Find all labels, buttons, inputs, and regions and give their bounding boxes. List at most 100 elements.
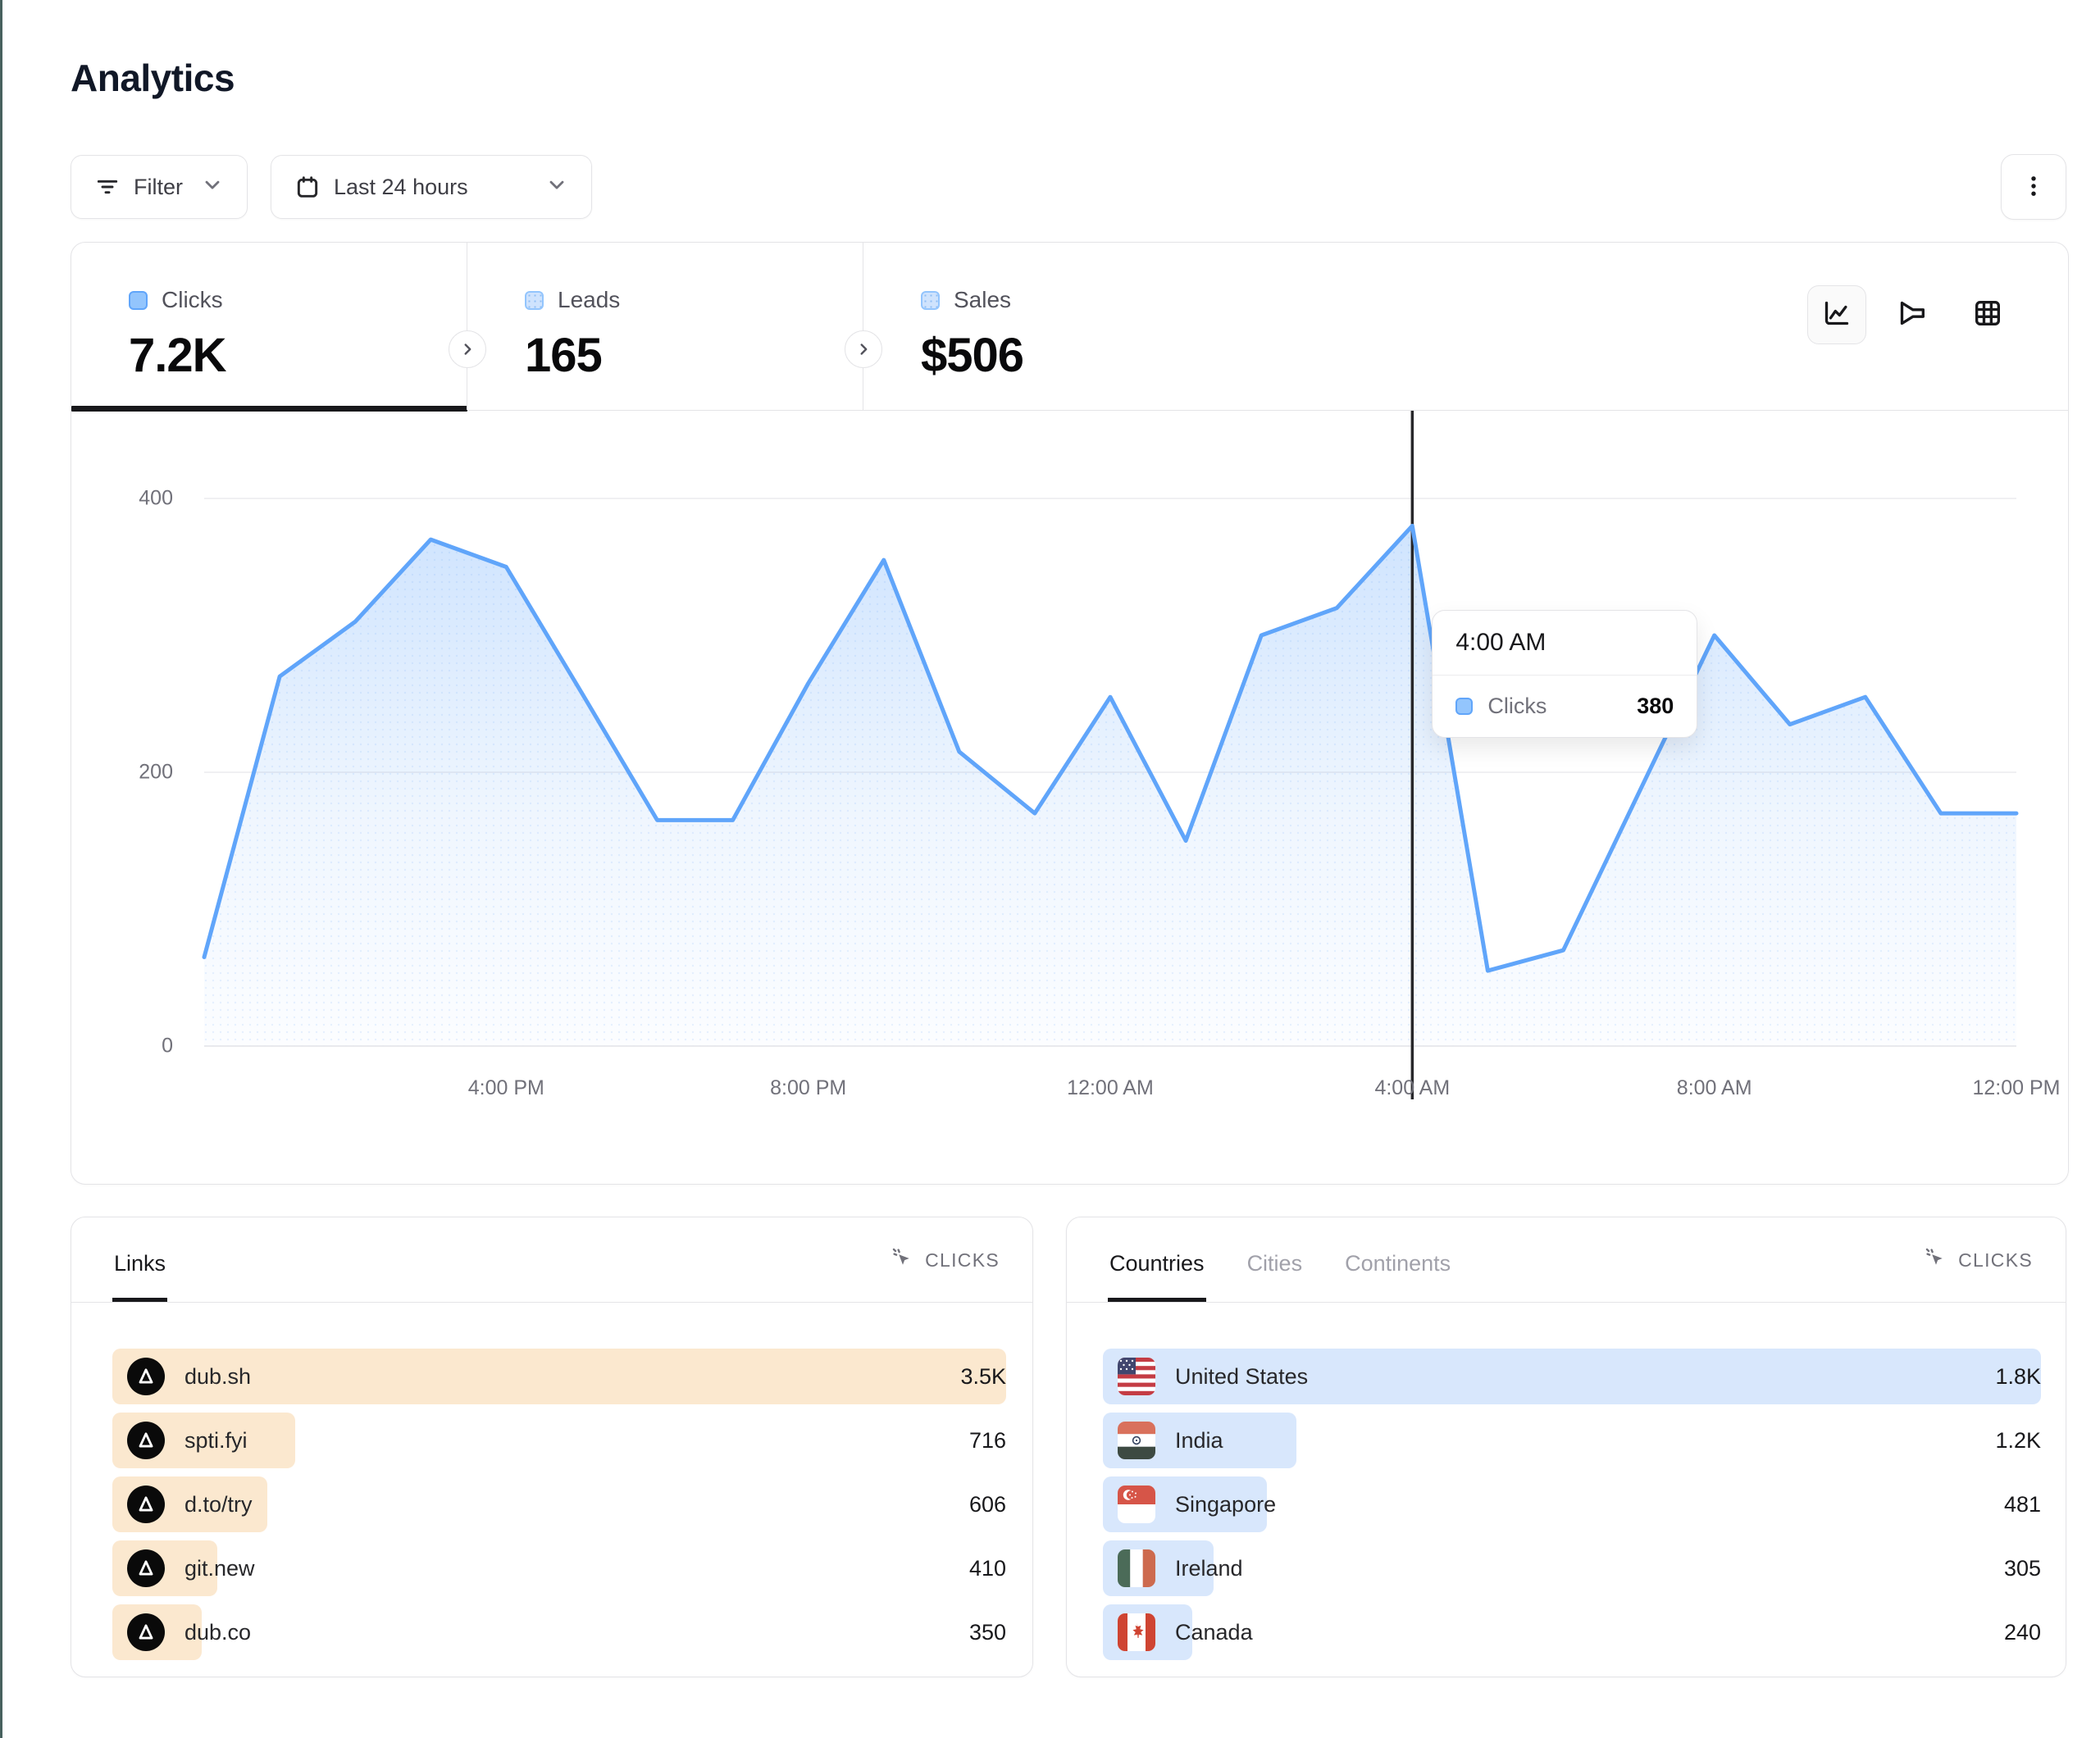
chevron-down-icon	[545, 173, 568, 202]
tooltip-value: 380	[1637, 694, 1674, 718]
link-row[interactable]: dub.co 350	[112, 1604, 1006, 1660]
tab-links[interactable]: Links	[112, 1251, 168, 1302]
link-row[interactable]: git.new 410	[112, 1540, 1006, 1596]
page-title: Analytics	[71, 57, 235, 99]
link-clicks: 606	[968, 1491, 1006, 1517]
expand-metric-button[interactable]	[845, 330, 882, 368]
link-clicks: 410	[968, 1555, 1006, 1581]
filter-icon	[94, 174, 121, 200]
canada-flag-icon	[1118, 1613, 1155, 1651]
country-clicks: 1.8K	[1995, 1363, 2041, 1389]
clicks-series-chip	[129, 290, 148, 310]
y-tick-label: 200	[139, 760, 173, 784]
country-row[interactable]: Singapore 481	[1103, 1476, 2041, 1532]
metric-tab-sales[interactable]: Sales $506	[863, 243, 1260, 410]
kebab-menu-icon	[2020, 172, 2048, 202]
dub-logo-icon	[127, 1549, 165, 1587]
breakdown-panels: Links CLICKS dub.sh 3.5K	[71, 1217, 2066, 1677]
metric-value: 165	[525, 329, 603, 382]
sort-metric-label[interactable]: CLICKS	[925, 1249, 1000, 1271]
filter-button[interactable]: Filter	[71, 155, 248, 219]
more-options-button[interactable]	[2001, 154, 2066, 220]
metric-label: Sales	[954, 287, 1012, 312]
link-label: git.new	[184, 1555, 255, 1581]
toolbar: Filter Last 24 hours	[71, 154, 2066, 220]
clicks-series-chip	[1455, 698, 1474, 715]
tab-cities[interactable]: Cities	[1246, 1251, 1303, 1276]
x-tick-label: 8:00 PM	[770, 1076, 847, 1099]
grid-icon	[1971, 297, 2004, 334]
country-clicks: 240	[2003, 1619, 2041, 1645]
link-clicks: 3.5K	[960, 1363, 1006, 1389]
ireland-flag-icon	[1118, 1549, 1155, 1587]
chart-canvas[interactable]	[202, 411, 2019, 1103]
tab-continents[interactable]: Continents	[1345, 1251, 1451, 1276]
tooltip-time: 4:00 AM	[1433, 611, 1697, 676]
country-row[interactable]: United States 1.8K	[1103, 1349, 2041, 1404]
active-tab-underline	[71, 405, 467, 412]
links-list: dub.sh 3.5K spti.fyi 716 d.to/try 606	[71, 1303, 1032, 1668]
country-label: United States	[1175, 1363, 1309, 1389]
x-tick-label: 12:00 PM	[1972, 1076, 2061, 1099]
country-clicks: 481	[2003, 1491, 2041, 1517]
india-flag-icon	[1118, 1422, 1155, 1459]
dub-logo-icon	[127, 1422, 165, 1459]
cursor-click-icon	[1923, 1245, 1947, 1275]
table-view-button[interactable]	[1958, 285, 2017, 344]
metric-tabs: Clicks 7.2K Leads 165 Sales	[71, 243, 2068, 412]
country-label: Singapore	[1175, 1491, 1277, 1517]
x-tick-label: 4:00 PM	[467, 1076, 544, 1099]
clicks-area-chart[interactable]: 4:00 PM 8:00 PM 12:00 AM 4:00 AM 8:00 AM…	[202, 411, 2061, 1106]
analytics-chart-card: Clicks 7.2K Leads 165 Sales	[71, 242, 2069, 1185]
chevron-down-icon	[201, 173, 224, 202]
date-range-label: Last 24 hours	[334, 174, 468, 199]
calendar-icon	[294, 174, 321, 200]
metric-value: 7.2K	[129, 329, 227, 382]
dub-logo-icon	[127, 1485, 165, 1523]
x-axis: 4:00 PM 8:00 PM 12:00 AM 4:00 AM 8:00 AM…	[204, 1076, 2061, 1106]
y-tick-label: 0	[162, 1034, 173, 1058]
metric-label: Clicks	[162, 287, 223, 312]
link-label: dub.sh	[184, 1363, 252, 1389]
link-row[interactable]: dub.sh 3.5K	[112, 1349, 1006, 1404]
country-row[interactable]: Ireland 305	[1103, 1540, 2041, 1596]
y-axis: 400 200 0	[71, 411, 204, 1103]
geo-panel: Countries Cities Continents CLICKS Unite…	[1066, 1217, 2066, 1677]
country-row[interactable]: India 1.2K	[1103, 1413, 2041, 1468]
expand-metric-button[interactable]	[449, 330, 486, 368]
us-flag-icon	[1118, 1358, 1155, 1395]
metric-tab-clicks[interactable]: Clicks 7.2K	[71, 243, 486, 412]
sort-metric-label[interactable]: CLICKS	[1958, 1249, 2033, 1271]
x-tick-label: 12:00 AM	[1067, 1076, 1154, 1099]
x-tick-label: 8:00 AM	[1676, 1076, 1752, 1099]
date-range-button[interactable]: Last 24 hours	[271, 155, 592, 219]
funnel-icon	[1896, 297, 1929, 334]
country-label: Canada	[1175, 1619, 1253, 1645]
singapore-flag-icon	[1118, 1485, 1155, 1523]
line-chart-icon	[1820, 297, 1853, 334]
country-clicks: 1.2K	[1995, 1427, 2041, 1453]
metric-value: $506	[921, 329, 1024, 382]
link-row[interactable]: d.to/try 606	[112, 1476, 1006, 1532]
line-chart-view-button[interactable]	[1807, 285, 1866, 344]
tooltip-series-label: Clicks	[1487, 694, 1547, 718]
country-label: Ireland	[1175, 1555, 1243, 1581]
link-clicks: 350	[968, 1619, 1006, 1645]
chart-tooltip: 4:00 AM Clicks 380	[1432, 610, 1698, 738]
country-row[interactable]: Canada 240	[1103, 1604, 2041, 1660]
sales-series-chip	[921, 290, 940, 310]
link-label: dub.co	[184, 1619, 252, 1645]
funnel-view-button[interactable]	[1883, 285, 1942, 344]
cursor-click-icon	[890, 1245, 914, 1275]
links-panel: Links CLICKS dub.sh 3.5K	[71, 1217, 1033, 1677]
metric-tab-leads[interactable]: Leads 165	[467, 243, 882, 410]
tab-countries[interactable]: Countries	[1108, 1251, 1206, 1302]
link-clicks: 716	[968, 1427, 1006, 1453]
dub-logo-icon	[127, 1358, 165, 1395]
link-label: spti.fyi	[184, 1427, 248, 1453]
x-tick-label: 4:00 AM	[1374, 1076, 1451, 1099]
chart-view-toggle	[1807, 285, 2017, 344]
country-clicks: 305	[2003, 1555, 2041, 1581]
dub-logo-icon	[127, 1613, 165, 1651]
link-row[interactable]: spti.fyi 716	[112, 1413, 1006, 1468]
